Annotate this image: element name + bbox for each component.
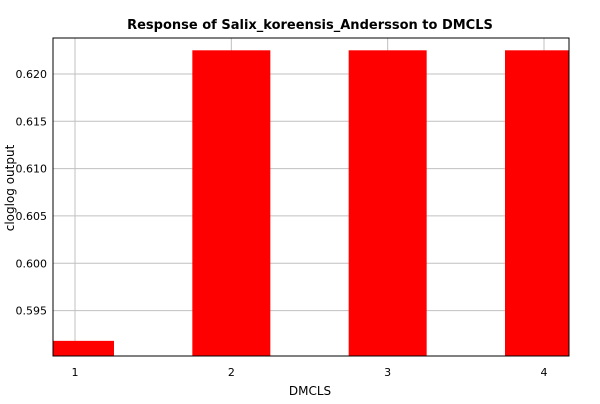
y-axis-label: cloglog output xyxy=(3,144,17,231)
bar-4 xyxy=(505,50,569,357)
y-tick-label: 0.615 xyxy=(16,115,48,128)
y-tick-label: 0.595 xyxy=(16,305,48,318)
y-tick-label: 0.610 xyxy=(16,163,48,176)
y-tick-label: 0.620 xyxy=(16,68,48,81)
bars xyxy=(53,50,569,357)
bar-3 xyxy=(348,50,427,357)
x-tick-label: 1 xyxy=(72,366,79,379)
chart-title: Response of Salix_koreensis_Andersson to… xyxy=(127,18,493,33)
x-tick-label: 4 xyxy=(541,366,548,379)
tick-labels: 0.595 0.600 0.605 0.610 0.615 0.620 1 2 3 4 xyxy=(16,68,548,379)
y-tick-label: 0.600 xyxy=(16,257,48,270)
x-tick-label: 2 xyxy=(228,366,235,379)
bar-1 xyxy=(53,340,114,356)
bar-2 xyxy=(192,50,271,357)
y-tick-label: 0.605 xyxy=(16,210,48,223)
plot-frame xyxy=(52,37,570,357)
x-tick-label: 3 xyxy=(384,366,391,379)
x-axis-label: DMCLS xyxy=(289,384,331,398)
